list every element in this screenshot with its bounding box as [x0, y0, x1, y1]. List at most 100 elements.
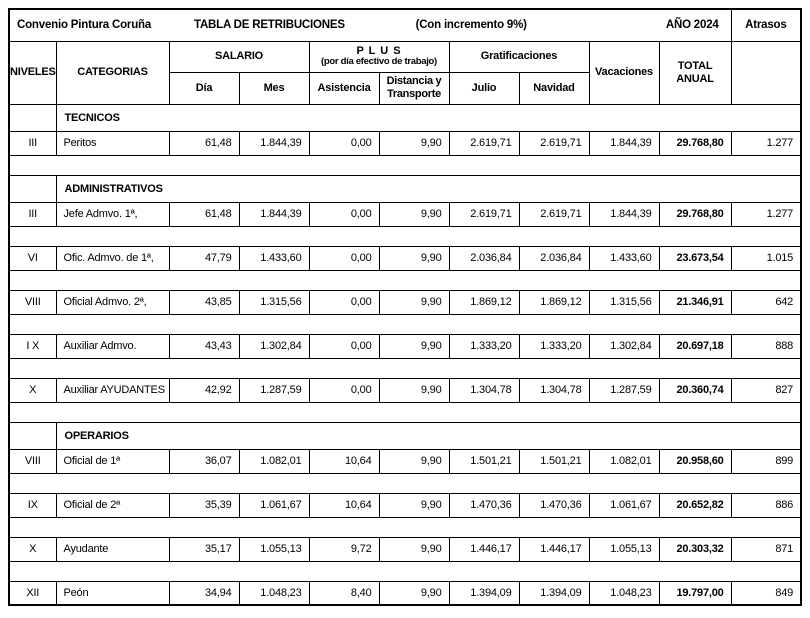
categoria-cell: Peón	[55, 580, 170, 606]
section-nivel-stub	[8, 421, 57, 450]
asistencia-cell: 10,64	[308, 492, 380, 518]
asistencia-cell: 8,40	[308, 580, 380, 606]
distancia-cell: 9,90	[378, 580, 450, 606]
retribution-table: Convenio Pintura Coruña TABLA DE RETRIBU…	[8, 8, 803, 606]
col-header-vacaciones: Vacaciones	[588, 40, 660, 105]
data-row: VIII Oficial Admvo. 2ª, 43,85 1.315,56 0,00 9…	[8, 289, 802, 315]
spacer-cell	[9, 472, 802, 494]
data-row: III Jefe Admvo. 1ª, 61,48 1.844,39 0,00 9,90 2…	[8, 201, 802, 227]
navidad-cell: 2.619,71	[518, 201, 590, 227]
asistencia-cell: 9,72	[308, 536, 380, 562]
vacaciones-cell: 1.315,56	[588, 289, 660, 315]
mes-cell: 1.844,39	[238, 130, 310, 156]
julio-cell: 1.333,20	[448, 333, 520, 359]
dia-cell: 34,94	[168, 580, 240, 606]
dia-cell: 36,07	[168, 448, 240, 474]
dia-cell: 43,85	[168, 289, 240, 315]
total-cell: 23.673,54	[658, 245, 732, 271]
spacer-row	[9, 269, 802, 291]
julio-cell: 1.446,17	[448, 536, 520, 562]
vacaciones-cell: 1.048,23	[588, 580, 660, 606]
incremento-note: (Con incremento 9%)	[415, 19, 527, 32]
atrasos-cell: 1.015	[730, 245, 802, 271]
nivel-cell: X	[8, 536, 57, 562]
total-cell: 21.346,91	[658, 289, 732, 315]
col-header-distancia-transporte: Distancia y Transporte	[378, 71, 450, 105]
col-header-asistencia: Asistencia	[308, 71, 380, 105]
plus-title: P L U S	[356, 44, 402, 57]
mes-cell: 1.302,84	[238, 333, 310, 359]
atrasos-cell: 871	[730, 536, 802, 562]
total-cell: 20.303,32	[658, 536, 732, 562]
atrasos-cell: 899	[730, 448, 802, 474]
mes-cell: 1.287,59	[238, 377, 310, 403]
distancia-cell: 9,90	[378, 201, 450, 227]
spacer-row	[9, 313, 802, 335]
title-band: Convenio Pintura Coruña TABLA DE RETRIBU…	[8, 8, 732, 42]
navidad-cell: 1.501,21	[518, 448, 590, 474]
categoria-cell: Peritos	[55, 130, 170, 156]
asistencia-cell: 10,64	[308, 448, 380, 474]
categoria-cell: Ayudante	[55, 536, 170, 562]
spacer-cell	[9, 516, 802, 538]
navidad-cell: 1.869,12	[518, 289, 590, 315]
asistencia-cell: 0,00	[308, 377, 380, 403]
col-header-categorias: CATEGORIAS	[55, 40, 170, 105]
vacaciones-cell: 1.055,13	[588, 536, 660, 562]
total-cell: 29.768,80	[658, 201, 732, 227]
section-row: ADMINISTRATIVOS	[8, 174, 802, 203]
spacer-row	[9, 516, 802, 538]
spacer-row	[9, 154, 802, 176]
julio-cell: 1.394,09	[448, 580, 520, 606]
navidad-cell: 1.446,17	[518, 536, 590, 562]
nivel-cell: IX	[8, 492, 57, 518]
data-row: IX Oficial de 2ª 35,39 1.061,67 10,64 9,90 1.4…	[8, 492, 802, 518]
distancia-cell: 9,90	[378, 130, 450, 156]
total-cell: 20.652,82	[658, 492, 732, 518]
mes-cell: 1.061,67	[238, 492, 310, 518]
col-header-total-anual: TOTAL ANUAL	[658, 40, 732, 105]
data-row: X Auxiliar AYUDANTES 42,92 1.287,59 0,00 9,90…	[8, 377, 802, 403]
julio-cell: 1.470,36	[448, 492, 520, 518]
navidad-cell: 2.619,71	[518, 130, 590, 156]
atrasos-cell: 1.277	[730, 201, 802, 227]
atrasos-cell: 642	[730, 289, 802, 315]
convenio-title: Convenio Pintura Coruña	[17, 19, 152, 32]
categoria-cell: Auxiliar Admvo.	[55, 333, 170, 359]
section-nivel-stub	[8, 174, 57, 203]
total-cell: 20.360,74	[658, 377, 732, 403]
nivel-cell: I X	[8, 333, 57, 359]
total-cell: 20.697,18	[658, 333, 732, 359]
julio-cell: 1.501,21	[448, 448, 520, 474]
dia-cell: 35,39	[168, 492, 240, 518]
atrasos-cell: 827	[730, 377, 802, 403]
col-header-julio: Julio	[448, 71, 520, 105]
col-header-niveles: NIVELES	[8, 40, 57, 105]
vacaciones-cell: 1.302,84	[588, 333, 660, 359]
mes-cell: 1.048,23	[238, 580, 310, 606]
navidad-cell: 1.470,36	[518, 492, 590, 518]
asistencia-cell: 0,00	[308, 289, 380, 315]
tabla-title: TABLA DE RETRIBUCIONES	[193, 19, 345, 32]
year-label: AÑO 2024	[665, 19, 719, 32]
header-row-groups: NIVELES CATEGORIAS SALARIO P L U S (por …	[8, 40, 802, 105]
nivel-cell: VIII	[8, 448, 57, 474]
distancia-cell: 9,90	[378, 536, 450, 562]
spacer-cell	[9, 401, 802, 423]
nivel-cell: VIII	[8, 289, 57, 315]
asistencia-cell: 0,00	[308, 201, 380, 227]
group-header-plus: P L U S (por día efectivo de trabajo)	[308, 40, 450, 73]
julio-cell: 1.869,12	[448, 289, 520, 315]
spacer-cell	[9, 357, 802, 379]
navidad-cell: 2.036,84	[518, 245, 590, 271]
distancia-cell: 9,90	[378, 333, 450, 359]
dia-cell: 61,48	[168, 201, 240, 227]
total-cell: 29.768,80	[658, 130, 732, 156]
julio-cell: 1.304,78	[448, 377, 520, 403]
dia-cell: 43,43	[168, 333, 240, 359]
spacer-row	[9, 357, 802, 379]
mes-cell: 1.315,56	[238, 289, 310, 315]
vacaciones-cell: 1.844,39	[588, 201, 660, 227]
vacaciones-cell: 1.061,67	[588, 492, 660, 518]
